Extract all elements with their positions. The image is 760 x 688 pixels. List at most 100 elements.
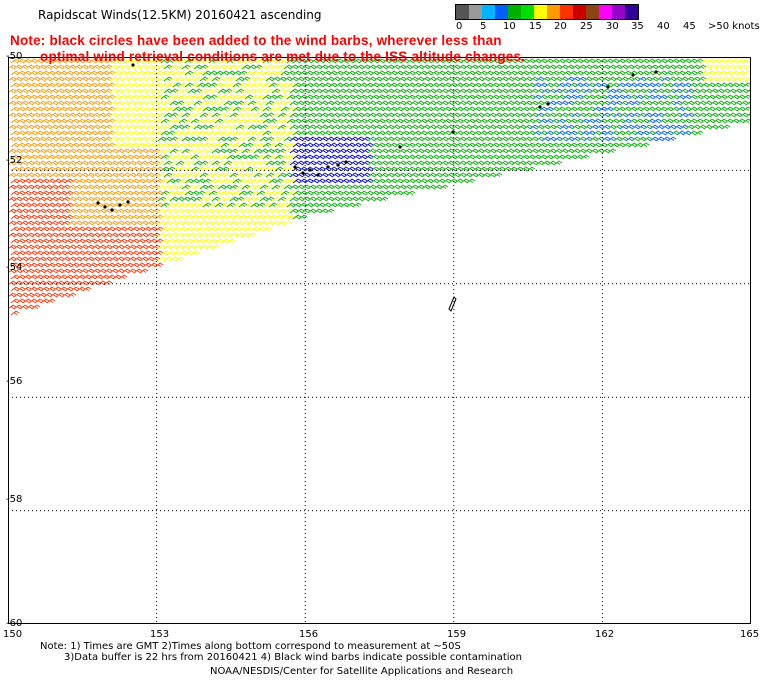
wind-barb: [325, 184, 335, 190]
wind-barb: [46, 262, 56, 268]
wind-barb: [334, 70, 344, 76]
wind-barb: [10, 262, 20, 268]
wind-barb: [121, 100, 131, 106]
wind-barb: [97, 184, 107, 190]
wind-barb: [514, 94, 524, 100]
wind-barb: [73, 112, 83, 118]
wind-barb: [421, 184, 431, 190]
wind-barb: [232, 82, 242, 88]
wind-barb: [82, 58, 92, 64]
wind-barb: [25, 88, 35, 94]
wind-barb: [61, 76, 71, 82]
wind-barb: [406, 94, 416, 100]
wind-barb: [10, 106, 20, 112]
wind-barb: [262, 94, 272, 100]
wind-barb: [565, 112, 575, 118]
wind-barb: [121, 196, 131, 202]
wind-barb: [562, 142, 572, 148]
wind-barb: [361, 88, 371, 94]
wind-barb: [307, 88, 317, 94]
wind-barb: [304, 154, 314, 160]
wind-barb: [244, 226, 254, 232]
quality-note: Note: black circles have been added to t…: [10, 33, 570, 65]
wind-barb: [337, 136, 347, 142]
wind-barb: [208, 166, 218, 172]
wind-barb: [379, 148, 389, 154]
wind-barb: [85, 172, 95, 178]
wind-barb: [412, 58, 422, 64]
wind-barb: [109, 196, 119, 202]
wind-barb: [409, 184, 419, 190]
wind-barb: [376, 166, 386, 172]
wind-barb: [481, 76, 491, 82]
wind-barb: [169, 88, 179, 94]
wind-barb: [313, 124, 323, 130]
wind-barb: [184, 178, 194, 184]
wind-barb: [544, 106, 554, 112]
wind-barb: [103, 256, 113, 262]
wind-barb: [733, 76, 743, 82]
wind-barb: [493, 112, 503, 118]
wind-barb: [718, 118, 728, 124]
wind-barb: [217, 208, 227, 214]
wind-barb: [70, 214, 80, 220]
wind-barb: [133, 124, 143, 130]
wind-barb: [580, 70, 590, 76]
wind-barb: [190, 106, 200, 112]
wind-barb: [667, 100, 677, 106]
wind-barb: [13, 160, 23, 166]
wind-barb: [544, 118, 554, 124]
wind-barb: [307, 196, 317, 202]
wind-barb: [133, 172, 143, 178]
wind-barb: [199, 172, 209, 178]
wind-barb: [217, 196, 227, 202]
wind-barb: [190, 178, 200, 184]
wind-barb: [640, 94, 650, 100]
quality-flag-circle: [118, 203, 122, 207]
wind-barb: [298, 178, 308, 184]
wind-barb: [463, 160, 473, 166]
wind-barb: [640, 118, 650, 124]
wind-barb: [283, 100, 293, 106]
wind-barb: [268, 142, 278, 148]
wind-barb: [274, 82, 284, 88]
wind-barb: [556, 142, 566, 148]
wind-barb: [352, 202, 362, 208]
wind-barb: [139, 220, 149, 226]
wind-barb: [580, 118, 590, 124]
wind-barb: [181, 232, 191, 238]
wind-barb: [118, 94, 128, 100]
wind-barb: [415, 184, 425, 190]
wind-barb: [694, 94, 704, 100]
wind-barb: [301, 172, 311, 178]
wind-barb: [352, 82, 362, 88]
wind-barb: [658, 58, 668, 64]
wind-barb: [58, 202, 68, 208]
wind-barb: [121, 268, 131, 274]
wind-barb: [169, 244, 179, 250]
wind-barb: [133, 256, 143, 262]
wind-barb: [61, 172, 71, 178]
wind-barb: [331, 100, 341, 106]
wind-barb: [295, 208, 305, 214]
wind-barb: [403, 184, 413, 190]
wind-barb: [322, 178, 332, 184]
wind-barb: [388, 58, 398, 64]
wind-barb: [691, 100, 701, 106]
wind-barb: [160, 166, 170, 172]
wind-barb: [202, 190, 212, 196]
wind-barb: [610, 106, 620, 112]
wind-barb: [502, 154, 512, 160]
wind-barb: [259, 184, 269, 190]
wind-barb: [160, 190, 170, 196]
wind-barb: [94, 190, 104, 196]
wind-barb: [130, 58, 140, 64]
wind-barb: [259, 88, 269, 94]
wind-barb: [415, 136, 425, 142]
wind-barb: [85, 196, 95, 202]
wind-barb: [37, 148, 47, 154]
wind-barb: [364, 154, 374, 160]
wind-barb: [136, 250, 146, 256]
wind-barb: [385, 64, 395, 70]
wind-barb: [238, 118, 248, 124]
